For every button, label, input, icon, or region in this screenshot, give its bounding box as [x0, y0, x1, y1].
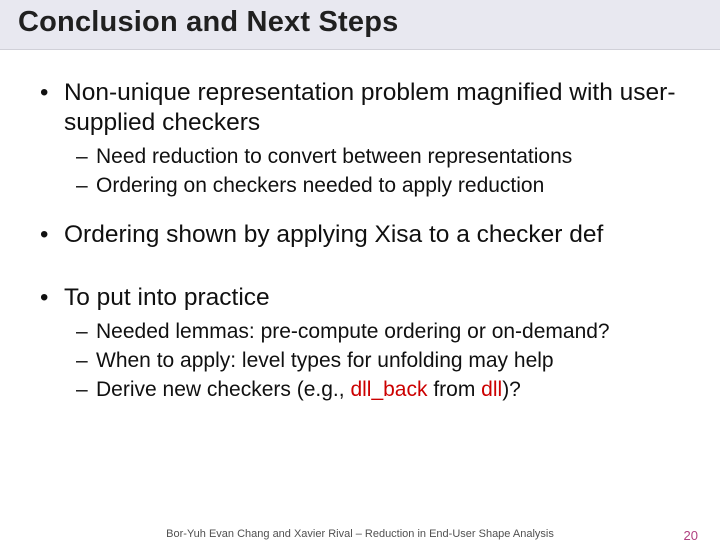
bullet-list-lvl2: Need reduction to convert between repres…	[74, 144, 682, 200]
slide: Conclusion and Next Steps Non-unique rep…	[0, 0, 720, 540]
footer-attribution: Bor-Yuh Evan Chang and Xavier Rival – Re…	[166, 528, 554, 540]
bullet-text: Ordering shown by applying Xisa to a che…	[64, 221, 603, 248]
sub-bullet-text-pre: Derive new checkers (e.g.,	[96, 378, 350, 401]
sub-bullet-item: Derive new checkers (e.g., dll_back from…	[74, 377, 682, 404]
bullet-item: To put into practice Needed lemmas: pre-…	[38, 283, 682, 404]
sub-bullet-text: When to apply: level types for unfolding…	[96, 349, 554, 372]
sub-bullet-text-mid: from	[428, 378, 482, 401]
slide-title: Conclusion and Next Steps	[18, 6, 702, 39]
bullet-item: Ordering shown by applying Xisa to a che…	[38, 220, 682, 250]
bullet-list-lvl1: Non-unique representation problem magnif…	[38, 78, 682, 404]
page-number: 20	[684, 528, 698, 540]
title-bar: Conclusion and Next Steps	[0, 0, 720, 50]
bullet-list-lvl2: Needed lemmas: pre-compute ordering or o…	[74, 319, 682, 404]
sub-bullet-item: Needed lemmas: pre-compute ordering or o…	[74, 319, 682, 346]
sub-bullet-item: When to apply: level types for unfolding…	[74, 348, 682, 375]
sub-bullet-text: Need reduction to convert between repres…	[96, 145, 572, 168]
sub-bullet-item: Need reduction to convert between repres…	[74, 144, 682, 171]
bullet-item: Non-unique representation problem magnif…	[38, 78, 682, 200]
sub-bullet-text: Needed lemmas: pre-compute ordering or o…	[96, 320, 610, 343]
slide-content: Non-unique representation problem magnif…	[0, 50, 720, 404]
sub-bullet-text-post: )?	[502, 378, 521, 401]
bullet-text: To put into practice	[64, 284, 270, 311]
bullet-text: Non-unique representation problem magnif…	[64, 79, 675, 136]
sub-bullet-item: Ordering on checkers needed to apply red…	[74, 173, 682, 200]
code-token: dll	[481, 378, 502, 401]
code-token: dll_back	[350, 378, 427, 401]
sub-bullet-text: Ordering on checkers needed to apply red…	[96, 174, 544, 197]
